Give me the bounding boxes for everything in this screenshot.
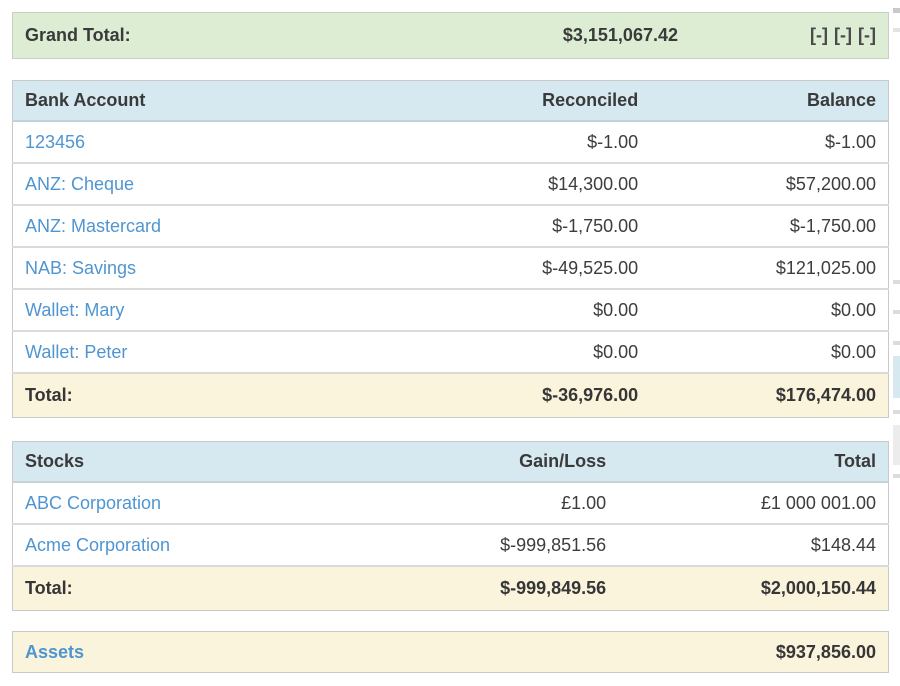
reconciled-value: $-1,750.00	[282, 204, 639, 247]
reconciled-value: $-49,525.00	[282, 246, 639, 289]
stocks-total-label: Total:	[12, 565, 283, 611]
balance-value: $0.00	[638, 330, 889, 373]
adjacent-panel-sliver	[893, 0, 900, 686]
table-row: Acme Corporation $-999,851.56 $148.44	[12, 523, 889, 566]
section-gap	[12, 418, 889, 441]
balance-column-header: Balance	[638, 80, 889, 122]
sliver-header-fragment	[893, 356, 900, 398]
stocks-table: Stocks Gain/Loss Total ABC Corporation £…	[12, 441, 889, 611]
assets-row: Assets $937,856.00	[12, 631, 889, 673]
gain-loss-column-header: Gain/Loss	[282, 441, 607, 483]
section-gap	[12, 611, 889, 631]
account-link[interactable]: Wallet: Mary	[25, 299, 125, 320]
balance-value: $57,200.00	[638, 162, 889, 205]
balance-value: $0.00	[638, 288, 889, 331]
balance-value: $-1,750.00	[638, 204, 889, 247]
sliver-divider	[893, 280, 900, 284]
bank-table-header-row: Bank Account Reconciled Balance	[12, 80, 889, 122]
account-link[interactable]: ANZ: Cheque	[25, 173, 135, 194]
gain-loss-value: $-999,851.56	[282, 523, 607, 566]
bank-total-reconciled: $-36,976.00	[282, 372, 639, 418]
table-row: Wallet: Mary $0.00 $0.00	[12, 288, 889, 331]
stock-link[interactable]: ABC Corporation	[25, 492, 162, 513]
stocks-table-header-row: Stocks Gain/Loss Total	[12, 441, 889, 483]
reconciled-value: $0.00	[282, 288, 639, 331]
table-row: ANZ: Mastercard $-1,750.00 $-1,750.00	[12, 204, 889, 247]
table-row: 123456 $-1.00 $-1.00	[12, 121, 889, 163]
sliver-divider	[893, 474, 900, 478]
sliver-divider	[893, 28, 900, 32]
account-link[interactable]: NAB: Savings	[25, 257, 137, 278]
reconciled-value: $14,300.00	[282, 162, 639, 205]
sliver-divider	[893, 310, 900, 314]
bank-total-label: Total:	[12, 372, 283, 418]
collapse-toggle-icon[interactable]: [-]	[810, 25, 829, 45]
summary-panel: Grand Total: $3,151,067.42 [-] [-] [-] Ban…	[12, 12, 889, 673]
balance-value: $-1.00	[638, 121, 889, 163]
sliver-divider	[893, 410, 900, 414]
stock-total-value: $148.44	[606, 523, 889, 566]
assets-link[interactable]: Assets	[25, 641, 85, 662]
account-link[interactable]: Wallet: Peter	[25, 341, 128, 362]
grand-total-label: Grand Total:	[25, 25, 131, 45]
gain-loss-value: £1.00	[282, 482, 607, 524]
balance-value: $121,025.00	[638, 246, 889, 289]
total-column-header: Total	[606, 441, 889, 483]
stock-total-value: £1 000 001.00	[606, 482, 889, 524]
sliver-divider	[893, 341, 900, 345]
stocks-total-gain-loss: $-999,849.56	[282, 565, 607, 611]
section-gap	[12, 59, 889, 80]
stocks-total-row: Total: $-999,849.56 $2,000,150.44	[12, 565, 889, 611]
reconciled-value: $-1.00	[282, 121, 639, 163]
reconciled-value: $0.00	[282, 330, 639, 373]
reconciled-column-header: Reconciled	[282, 80, 639, 122]
grand-total-amount: $3,151,067.42	[562, 25, 678, 45]
stocks-column-header: Stocks	[12, 441, 283, 483]
grand-total-bar: Grand Total: $3,151,067.42 [-] [-] [-]	[12, 12, 889, 59]
bank-accounts-table: Bank Account Reconciled Balance 123456 $…	[12, 80, 889, 418]
table-row: ABC Corporation £1.00 £1 000 001.00	[12, 482, 889, 524]
collapse-toggle-icon[interactable]: [-]	[834, 25, 853, 45]
table-row: ANZ: Cheque $14,300.00 $57,200.00	[12, 162, 889, 205]
table-row: NAB: Savings $-49,525.00 $121,025.00	[12, 246, 889, 289]
assets-amount: $937,856.00	[775, 641, 876, 662]
collapse-toggle-icon[interactable]: [-]	[858, 25, 876, 45]
account-link[interactable]: 123456	[25, 131, 86, 152]
stock-link[interactable]: Acme Corporation	[25, 534, 171, 555]
table-row: Wallet: Peter $0.00 $0.00	[12, 330, 889, 373]
sliver-border	[893, 8, 900, 13]
bank-total-row: Total: $-36,976.00 $176,474.00	[12, 372, 889, 418]
sliver-row-fragment	[893, 425, 900, 465]
stocks-total-total: $2,000,150.44	[606, 565, 889, 611]
bank-account-column-header: Bank Account	[12, 80, 283, 122]
collapse-toggles: [-] [-] [-]	[678, 25, 876, 46]
bank-total-balance: $176,474.00	[638, 372, 889, 418]
account-link[interactable]: ANZ: Mastercard	[25, 215, 162, 236]
